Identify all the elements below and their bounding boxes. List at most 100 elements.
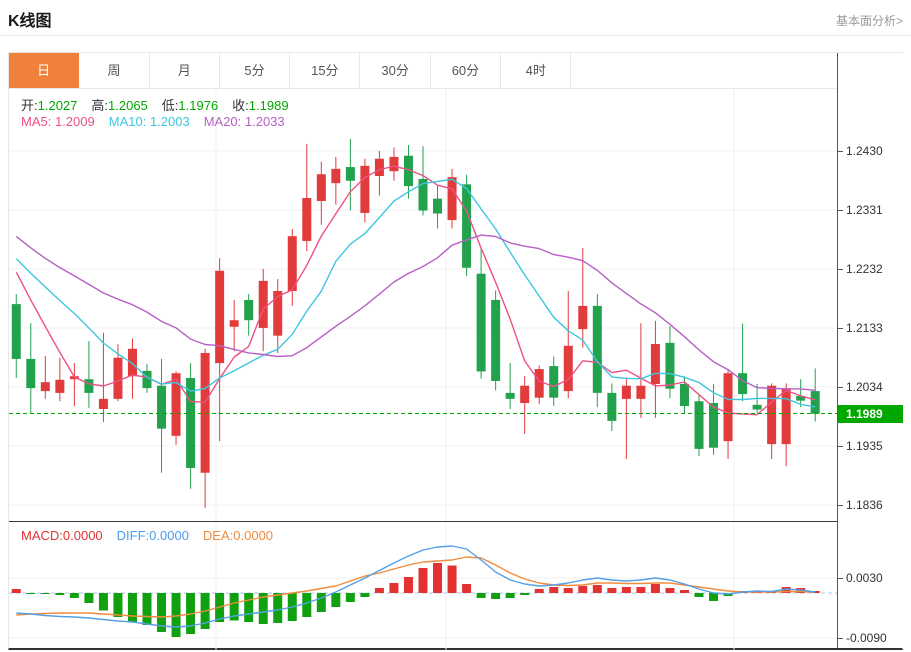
price-tick-1.1935: 1.1935: [838, 439, 883, 453]
candle-body: [549, 366, 559, 398]
ohlc-label-1: 高:: [91, 98, 109, 113]
macd-bar: [11, 589, 21, 593]
macd-bar: [549, 587, 559, 593]
tick-mark: [838, 638, 843, 640]
macd-bar: [84, 593, 94, 603]
ma5-line: [15, 165, 816, 416]
candle-body: [11, 304, 21, 359]
ma-label-1: MA10:: [108, 114, 150, 129]
candle-body: [738, 373, 748, 395]
ohlc-value-2: 1.1976: [178, 98, 219, 113]
macd-label-1: DIFF:: [116, 528, 150, 543]
candle-body: [84, 379, 94, 393]
price-axis: 1.2430 1.2331 1.2232 1.2133 1.2034 1.1935 1.18…: [837, 53, 903, 648]
tab-月[interactable]: 月: [149, 53, 220, 88]
macd-label-0: MACD:: [21, 528, 63, 543]
macd-bar: [694, 593, 704, 597]
candle-body: [621, 385, 631, 399]
macd-value-2: 0.0000: [233, 528, 274, 543]
ohlc-label-3: 收:: [232, 98, 249, 113]
macd-bar: [360, 593, 370, 597]
ma-label-0: MA5:: [21, 114, 55, 129]
candle-body: [462, 184, 472, 268]
macd-bar: [98, 593, 108, 611]
tab-4时[interactable]: 4时: [501, 53, 572, 88]
candle-body: [810, 391, 820, 414]
ohlc-legend: 开:1.2027 高:1.2065 低:1.1976 收:1.1989: [21, 95, 303, 114]
tick-mark: [838, 505, 843, 507]
macd-bar: [476, 593, 486, 598]
candle-body: [767, 385, 777, 445]
macd-bar: [389, 583, 399, 593]
tab-周[interactable]: 周: [79, 53, 150, 88]
macd-bar: [563, 588, 573, 593]
candle-body: [709, 403, 719, 448]
macd-bar: [462, 584, 472, 593]
ohlc-value-1: 1.2065: [108, 98, 148, 113]
candle-body: [171, 373, 181, 436]
macd-bar: [345, 593, 355, 602]
ma-value-0: 1.2009: [54, 114, 95, 129]
dea-line: [16, 556, 816, 618]
tab-30分[interactable]: 30分: [360, 53, 431, 88]
candle-body: [360, 165, 370, 213]
candle-body: [273, 290, 283, 336]
ohlc-item-0: 开:1.2027: [21, 98, 77, 113]
macd-bar: [491, 593, 501, 599]
candle-body: [345, 167, 355, 181]
kline-chart: [9, 89, 837, 521]
page-title: K线图: [8, 13, 52, 30]
macd-bar: [40, 593, 50, 594]
ma-value-1: 1.2003: [149, 114, 190, 129]
candle-body: [142, 370, 152, 389]
macd-value-0: 0.0000: [62, 528, 103, 543]
macd-item-2: DEA:0.0000: [203, 528, 273, 543]
candles: [11, 139, 820, 508]
macd-legend: MACD:0.0000 DIFF:0.0000 DEA:0.0000: [21, 528, 287, 543]
macd-bar: [810, 591, 820, 593]
candle-body: [665, 342, 675, 389]
tab-15分[interactable]: 15分: [290, 53, 361, 88]
macd-bar: [142, 593, 152, 625]
ma-legend: MA5: 1.2009 MA10: 1.2003 MA20: 1.2033: [21, 114, 299, 129]
macd-bar: [650, 584, 660, 593]
candle-body: [752, 404, 762, 410]
fundamental-analysis-link[interactable]: 基本面分析>: [835, 14, 903, 28]
macd-bar: [447, 565, 457, 593]
candle-body: [781, 389, 791, 445]
macd-value-1: 0.0000: [149, 528, 189, 543]
macd-bar: [520, 593, 530, 595]
macd-item-1: DIFF:0.0000: [117, 528, 189, 543]
tab-日[interactable]: 日: [9, 53, 80, 88]
candle-body: [520, 385, 530, 404]
candle-body: [505, 392, 515, 399]
tab-5分[interactable]: 5分: [219, 53, 291, 88]
tick-mark: [838, 387, 843, 389]
macd-bar: [781, 587, 791, 593]
candle-body: [258, 280, 268, 328]
candle-body: [302, 198, 312, 241]
macd-bar: [244, 593, 254, 622]
ma-item-2: MA20: 1.2033: [204, 114, 285, 129]
ma-label-2: MA20:: [203, 114, 245, 129]
ma-item-0: MA5: 1.2009: [21, 114, 95, 129]
macd-item-0: MACD:0.0000: [21, 528, 103, 543]
ohlc-item-1: 高:1.2065: [91, 98, 147, 113]
tab-60分[interactable]: 60分: [430, 53, 502, 88]
candle-body: [389, 156, 399, 172]
ma10-line: [15, 178, 816, 408]
current-price-tag: 1.1989: [838, 404, 903, 423]
macd-label-2: DEA:: [202, 528, 234, 543]
kline-panel: 日周月 5分 15分 30分 60分 4时 开:1.2027 高:1.2065 低:1.197…: [8, 52, 903, 651]
macd-bar: [258, 593, 268, 624]
price-tick-1.2430: 1.2430: [838, 144, 883, 158]
price-tick-1.2034: 1.2034: [838, 380, 883, 394]
candle-body: [578, 305, 588, 330]
macd-bar: [592, 585, 602, 593]
macd-bar: [374, 588, 384, 593]
candle-body: [244, 299, 254, 321]
candle-body: [592, 305, 602, 393]
ohlc-value-3: 1.1989: [248, 98, 289, 113]
macd-tick--0.0090: -0.0090: [838, 631, 887, 645]
tick-mark: [838, 578, 843, 580]
